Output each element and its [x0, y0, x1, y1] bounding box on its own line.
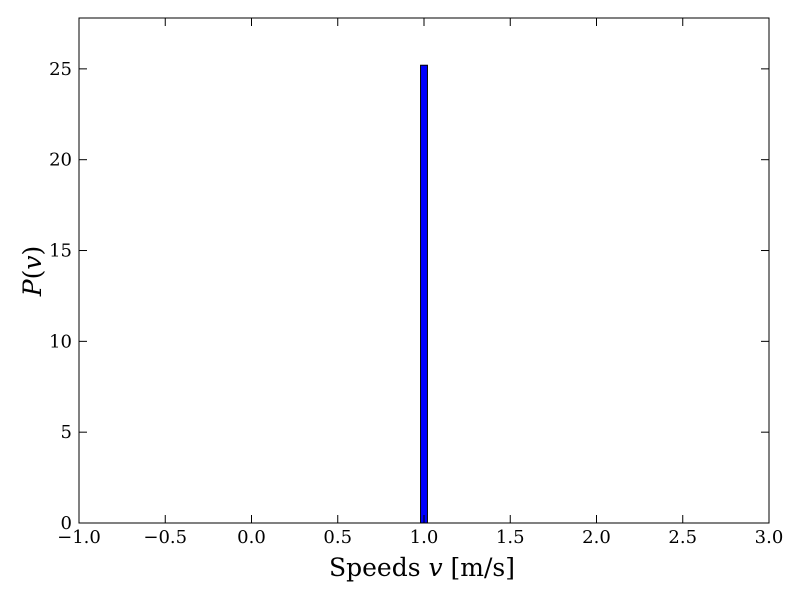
x-axis-label-prefix: Speeds — [329, 553, 429, 582]
y-tick-label: 25 — [49, 59, 72, 80]
y-tick-label: 20 — [49, 150, 72, 171]
y-axis-label-close: ) — [18, 246, 47, 256]
x-tick-label: 1.5 — [496, 527, 525, 548]
y-tick-label: 0 — [61, 513, 72, 534]
y-axis-label: P(v) — [18, 246, 47, 297]
bars-layer — [420, 64, 428, 524]
x-tick-label: −0.5 — [143, 527, 187, 548]
x-tick-label: 2.0 — [582, 527, 611, 548]
x-tick-label: 3.0 — [755, 527, 784, 548]
x-tick-label: 0.0 — [237, 527, 266, 548]
y-tick-label: 15 — [49, 241, 72, 262]
x-axis-label: Speeds v [m/s] — [329, 553, 515, 582]
x-axis-label-unit: [m/s] — [443, 553, 515, 582]
ticks-layer: −1.0 −0.5 0.0 0.5 1.0 1.5 2.0 2.5 3.0 0 5 10 15 20 25 — [49, 18, 783, 548]
x-tick-label: 2.5 — [668, 527, 697, 548]
y-axis-label-variable: v — [18, 256, 47, 270]
histogram-bar — [420, 64, 428, 524]
x-tick-label: −1.0 — [57, 527, 101, 548]
plot-frame — [78, 17, 770, 524]
x-tick-label: 1.0 — [410, 527, 439, 548]
x-tick-label: 0.5 — [323, 527, 352, 548]
y-axis-label-function: P — [18, 278, 47, 297]
y-axis-label-open: ( — [18, 270, 47, 280]
x-axis-label-variable: v — [428, 553, 442, 582]
y-tick-label: 10 — [49, 331, 72, 352]
y-tick-label: 5 — [61, 422, 72, 443]
